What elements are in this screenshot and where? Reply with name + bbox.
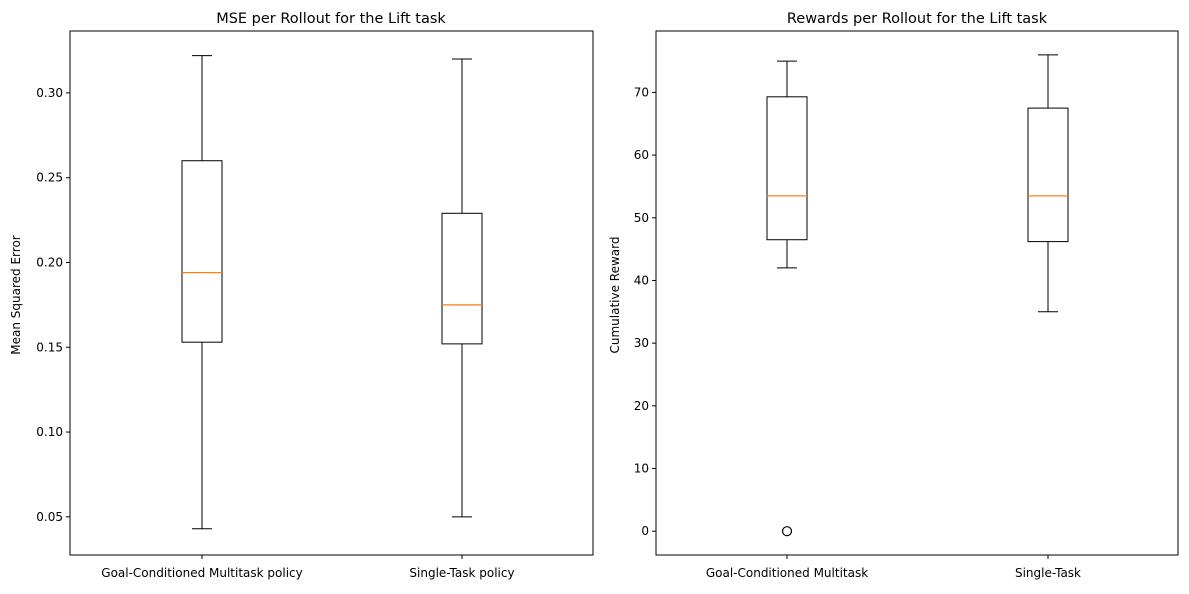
mse-chart: MSE per Rollout for the Lift task Mean S…: [9, 11, 594, 580]
box: [181, 160, 223, 343]
x-tick-label: Goal-Conditioned Multitask policy: [101, 566, 302, 580]
y-tick-label: 0.05: [36, 510, 63, 524]
boxes: [766, 54, 1069, 537]
x-ticks: Goal-Conditioned Multitask policy Single-…: [101, 555, 515, 580]
y-tick-label: 70: [634, 85, 649, 99]
box: [766, 96, 808, 241]
chart-title: MSE per Rollout for the Lift task: [216, 11, 446, 27]
y-ticks: 0.05 0.10 0.15 0.20 0.25 0.30: [36, 86, 70, 524]
y-tick-label: 0.20: [36, 255, 63, 269]
y-tick-label: 20: [634, 399, 649, 413]
y-axis-label: Cumulative Reward: [608, 237, 622, 354]
y-tick-label: 40: [634, 273, 649, 287]
boxes: [181, 55, 483, 530]
x-tick-label: Single-Task policy: [409, 566, 514, 580]
box: [441, 212, 483, 345]
y-tick-label: 0.10: [36, 425, 63, 439]
y-tick-label: 10: [634, 462, 649, 476]
x-ticks: Goal-Conditioned Multitask Single-Task: [706, 555, 1081, 580]
rewards-chart: Rewards per Rollout for the Lift task Cu…: [608, 11, 1179, 580]
x-tick-label: Goal-Conditioned Multitask: [706, 566, 868, 580]
y-ticks: 0 10 20 30 40 50 60 70: [634, 85, 656, 538]
y-tick-label: 0.25: [36, 171, 63, 185]
outlier-point: [781, 526, 793, 537]
y-tick-label: 0.15: [36, 340, 63, 354]
y-tick-label: 0.30: [36, 86, 63, 100]
x-tick-label: Single-Task: [1015, 566, 1081, 580]
chart-title: Rewards per Rollout for the Lift task: [787, 11, 1048, 27]
plot-area-frame: [69, 30, 594, 556]
y-tick-label: 30: [634, 336, 649, 350]
y-tick-label: 50: [634, 211, 649, 225]
y-tick-label: 60: [634, 148, 649, 162]
plot-area-frame: [655, 30, 1179, 556]
box: [1027, 107, 1069, 243]
y-tick-label: 0: [641, 524, 649, 538]
y-axis-label: Mean Squared Error: [9, 235, 23, 355]
